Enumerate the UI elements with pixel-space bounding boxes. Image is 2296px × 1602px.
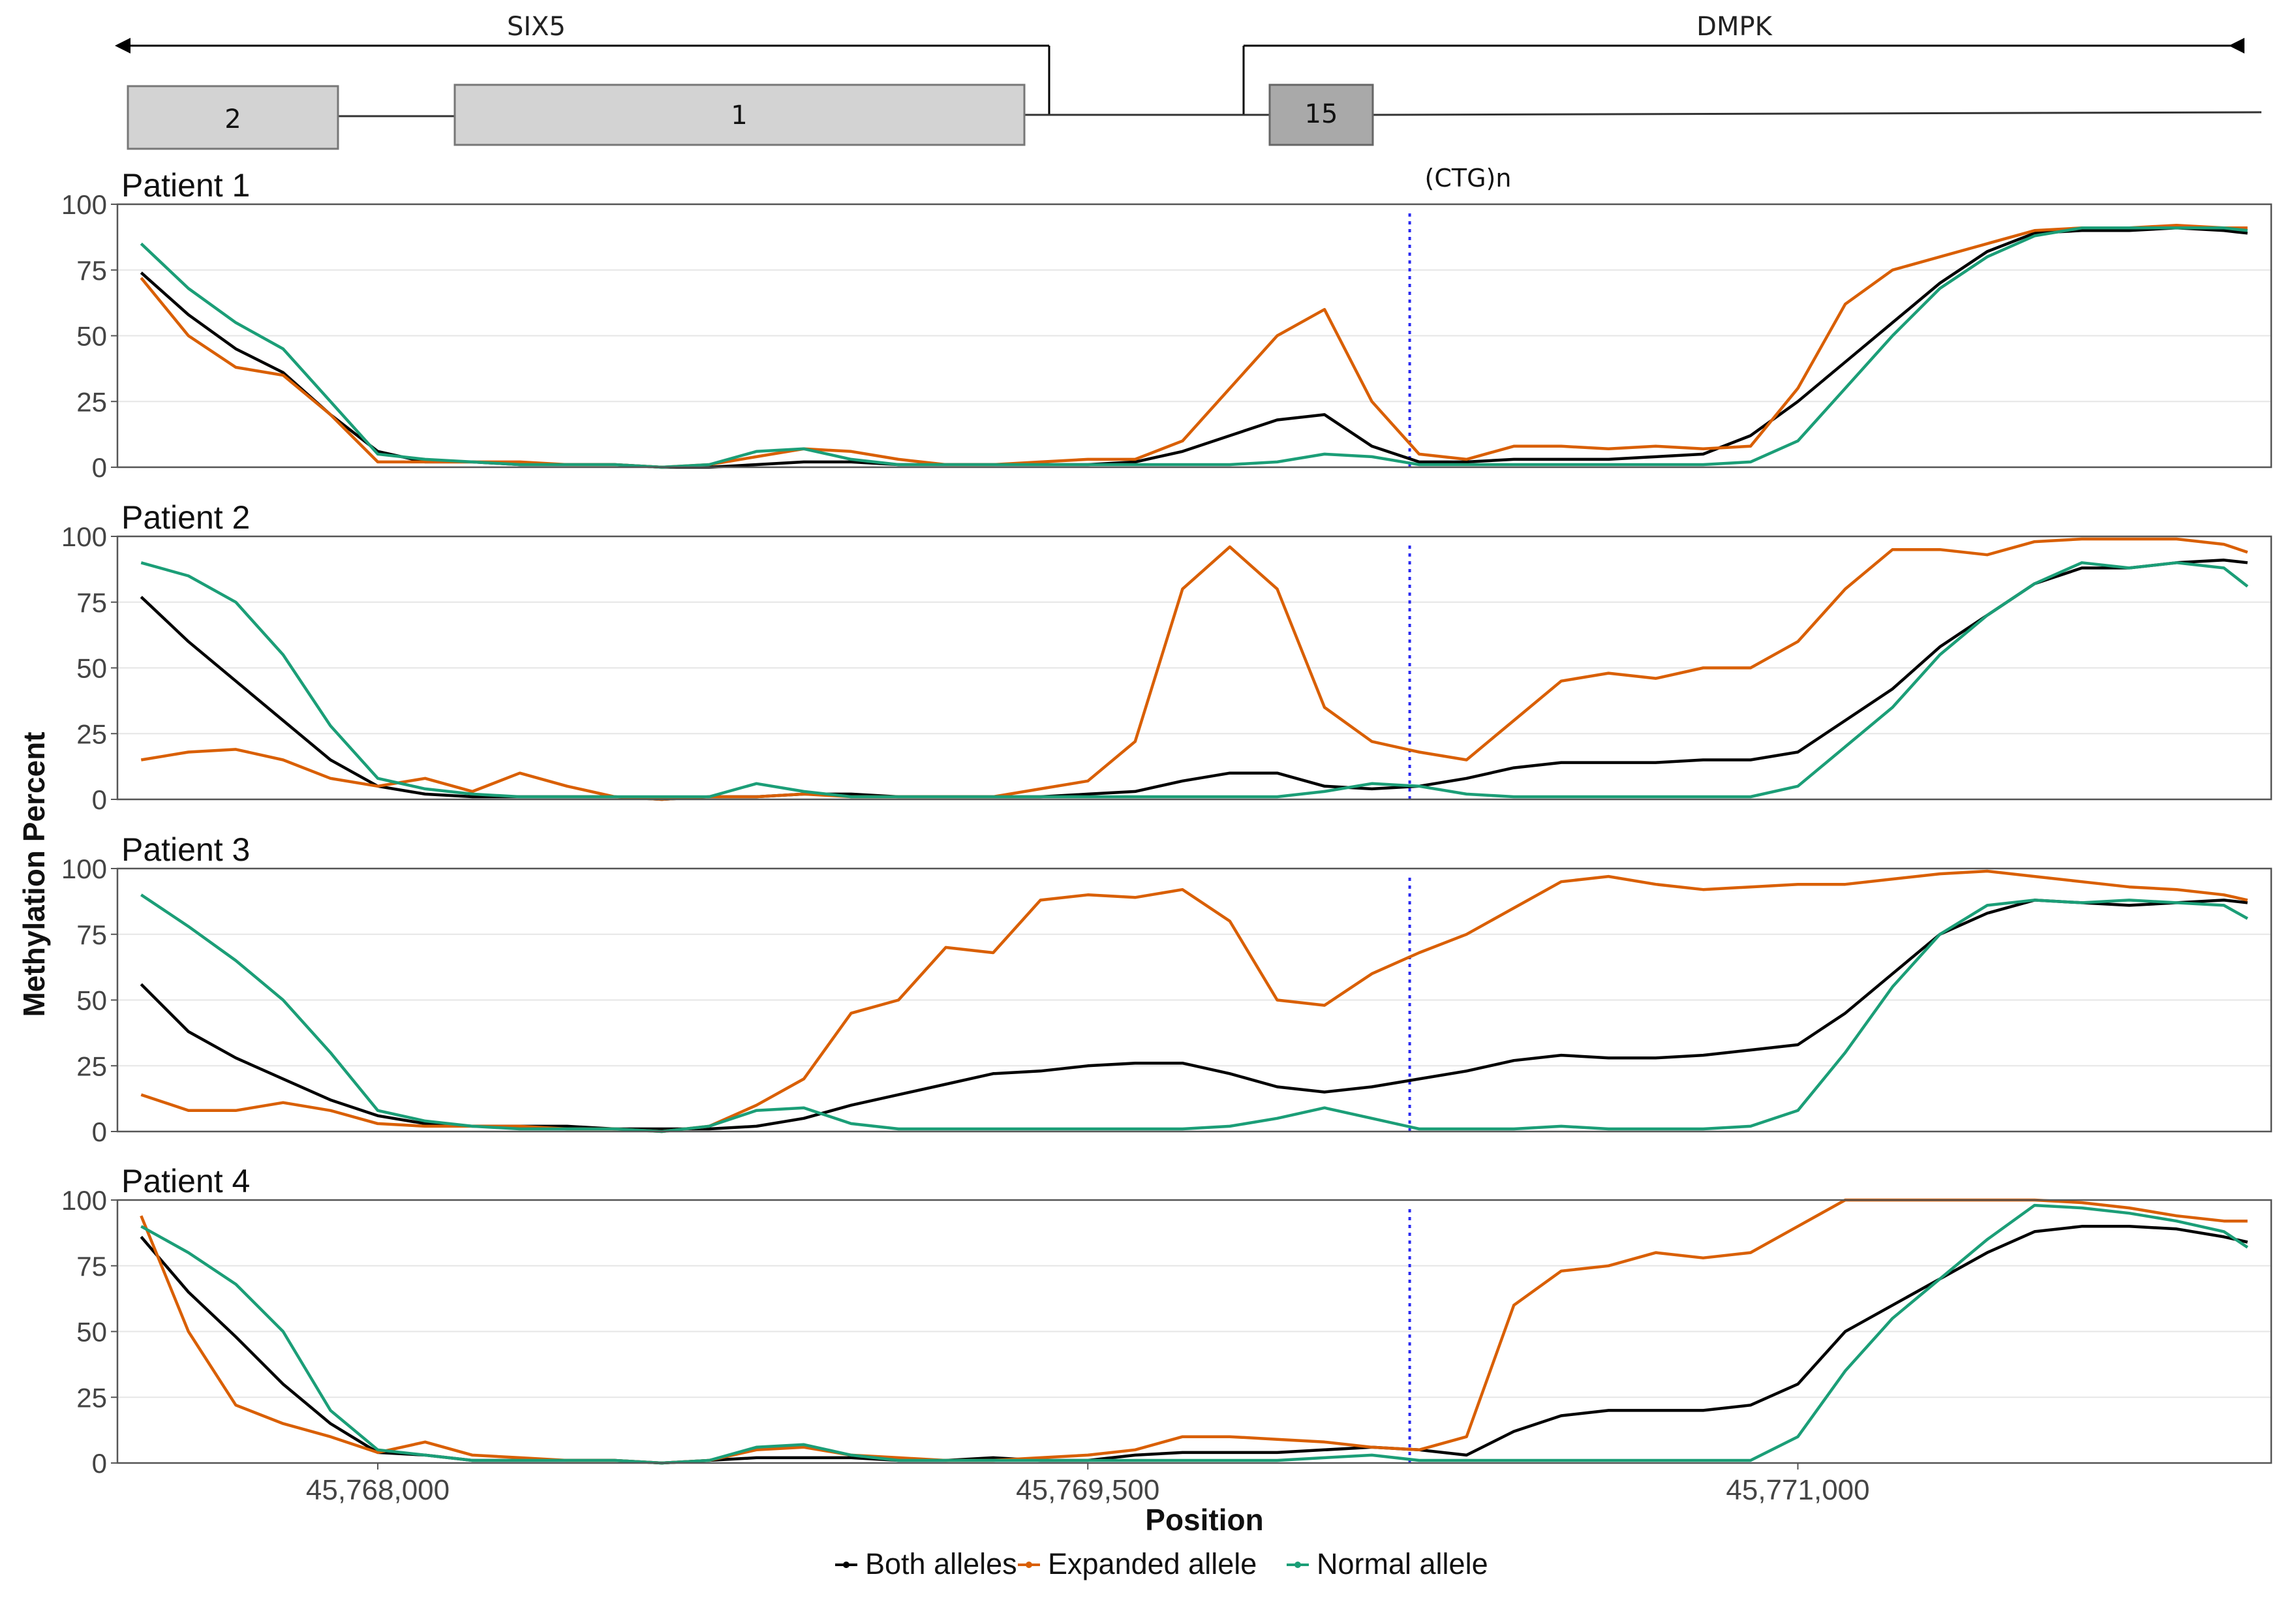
- panel-title: Patient 1: [121, 167, 250, 204]
- panel-title: Patient 4: [121, 1163, 250, 1199]
- y-tick-label: 0: [92, 1448, 107, 1479]
- y-axis-title: Methylation Percent: [17, 732, 51, 1017]
- exon-box-1: [453, 84, 1026, 146]
- panel-2: Patient 2 0 25 50 75 100: [61, 499, 2273, 815]
- y-tick-label: 0: [92, 1117, 107, 1147]
- legend-marker-normal: [1294, 1562, 1301, 1568]
- series-line-both: [140, 1225, 2248, 1465]
- legend-label-both: Both alleles: [865, 1547, 1017, 1580]
- legend-label-normal: Normal allele: [1317, 1547, 1488, 1580]
- legend-item-expanded: Expanded allele: [1018, 1547, 1257, 1580]
- intron-line: [1372, 111, 2262, 116]
- series-line-normal: [140, 893, 2248, 1133]
- series-line-expanded: [140, 869, 2248, 1133]
- y-tick-label: 25: [76, 1051, 107, 1081]
- y-tick-label: 75: [76, 587, 107, 618]
- y-tick-label: 100: [61, 189, 107, 220]
- x-axis-title: Position: [1145, 1503, 1263, 1537]
- series-line-both: [140, 559, 2248, 801]
- y-tick-label: 100: [61, 521, 107, 552]
- series-line-normal: [140, 226, 2248, 469]
- panel-3: Patient 3 0 25 50 75 100: [61, 831, 2273, 1147]
- y-tick-label: 25: [76, 386, 107, 417]
- panel-title: Patient 2: [121, 499, 250, 536]
- gene-model: SIX5 DMPK 2 1 15 (CTG)n: [115, 12, 2262, 193]
- x-tick-label: 45,771,000: [1726, 1474, 1869, 1506]
- legend-label-expanded: Expanded allele: [1048, 1547, 1257, 1580]
- six5-arrow-head: [115, 38, 130, 54]
- series-line-expanded: [140, 223, 2248, 469]
- exon-box-2: [127, 85, 339, 150]
- x-tick-label: 45,769,500: [1016, 1474, 1159, 1506]
- y-tick-label: 50: [76, 985, 107, 1016]
- series-line-normal: [140, 1203, 2248, 1465]
- legend-item-both: Both alleles: [835, 1547, 1017, 1580]
- six5-gene-label: SIX5: [507, 12, 566, 42]
- series-line-expanded: [140, 537, 2248, 801]
- y-tick-label: 75: [76, 919, 107, 950]
- exon-box-15: [1268, 84, 1374, 146]
- legend-item-normal: Normal allele: [1287, 1547, 1488, 1580]
- panel-1: Patient 1 0 25 50 75 100: [61, 167, 2273, 483]
- legend-marker-expanded: [1026, 1562, 1032, 1568]
- dmpk-arrow-head: [2229, 38, 2244, 54]
- y-tick-label: 0: [92, 784, 107, 815]
- series-line-normal: [140, 561, 2249, 799]
- y-tick-label: 50: [76, 321, 107, 352]
- y-tick-label: 100: [61, 854, 107, 884]
- exon-label-15: 15: [1305, 99, 1338, 129]
- panel-title: Patient 3: [121, 831, 250, 868]
- exon-label-1: 1: [731, 100, 747, 131]
- dmpk-gene-label: DMPK: [1696, 12, 1773, 42]
- x-tick-label: 45,768,000: [306, 1474, 450, 1506]
- legend: Both alleles Expanded allele Normal allele: [835, 1547, 1488, 1580]
- series-line-both: [140, 226, 2248, 469]
- y-tick-label: 25: [76, 718, 107, 749]
- y-tick-label: 100: [61, 1185, 107, 1216]
- y-tick-label: 25: [76, 1382, 107, 1413]
- y-tick-label: 75: [76, 255, 107, 286]
- y-tick-label: 75: [76, 1251, 107, 1282]
- panel-4: Patient 4 0 25 50 75 100 45,768,000 45,769,500 4…: [61, 1163, 2273, 1506]
- exon-label-2: 2: [224, 104, 241, 134]
- y-tick-label: 50: [76, 1317, 107, 1348]
- ctg-repeat-label: (CTG)n: [1425, 164, 1512, 193]
- y-tick-label: 50: [76, 653, 107, 684]
- y-tick-label: 0: [92, 452, 107, 483]
- legend-marker-both: [843, 1562, 850, 1568]
